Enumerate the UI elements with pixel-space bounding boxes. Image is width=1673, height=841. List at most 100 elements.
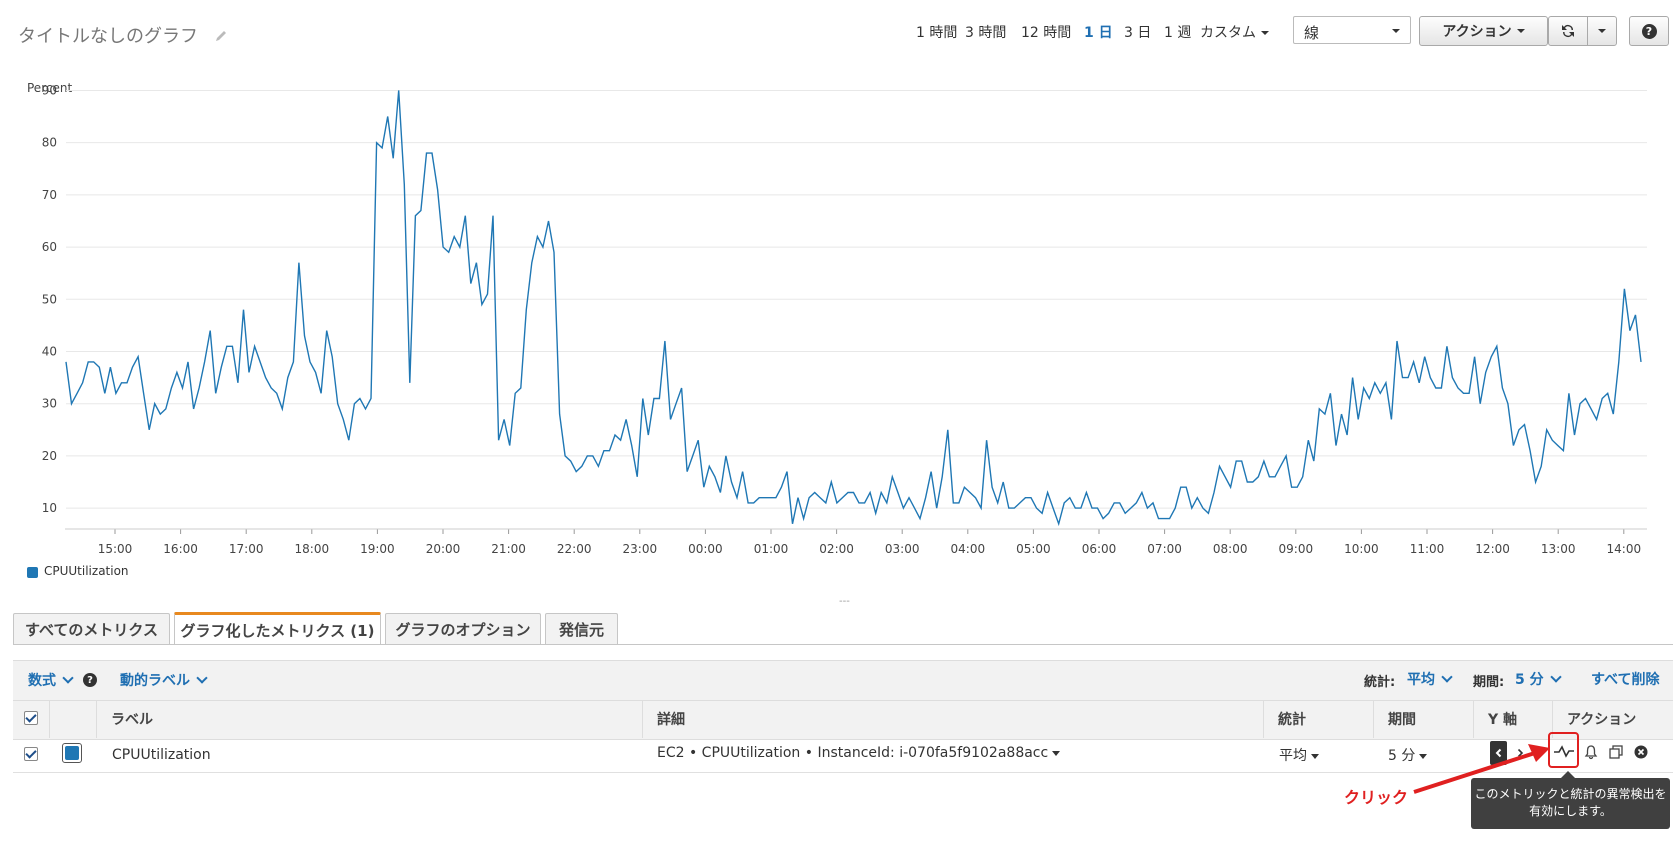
help-icon[interactable]: ? bbox=[83, 673, 97, 687]
x-tick-label: 09:00 bbox=[1279, 542, 1314, 556]
caret-down-icon bbox=[1052, 750, 1061, 756]
stat-label: 統計: bbox=[1364, 675, 1396, 690]
row-label[interactable]: CPUUtilization bbox=[112, 747, 211, 763]
alarm-button[interactable] bbox=[1581, 742, 1601, 762]
x-tick-label: 22:00 bbox=[557, 542, 592, 556]
legend-label: CPUUtilization bbox=[44, 564, 129, 578]
tab-source[interactable]: 発信元 bbox=[545, 613, 618, 644]
period-value: 5 分 bbox=[1515, 672, 1544, 688]
range-1h[interactable]: 1 時間 bbox=[916, 25, 958, 41]
x-tick-label: 21:00 bbox=[491, 542, 526, 556]
series-line-cpuutilization bbox=[65, 90, 1642, 527]
y-tick-label: 70 bbox=[42, 188, 57, 202]
caret-down-icon bbox=[1392, 29, 1400, 33]
caret-down-icon bbox=[1598, 29, 1606, 33]
metrics-toolbar bbox=[13, 660, 1673, 701]
math-dropdown[interactable]: 数式 bbox=[28, 670, 74, 690]
row-checkbox[interactable] bbox=[24, 747, 38, 761]
column-header-actions: アクション bbox=[1567, 712, 1637, 728]
refresh-icon bbox=[1562, 25, 1574, 37]
remove-metric-button[interactable] bbox=[1632, 743, 1650, 761]
x-tick-label: 18:00 bbox=[295, 542, 330, 556]
select-all-checkbox[interactable] bbox=[24, 711, 38, 725]
math-label: 数式 bbox=[28, 673, 56, 689]
range-3h[interactable]: 3 時間 bbox=[965, 25, 1007, 41]
tooltip-arrow bbox=[1561, 771, 1575, 778]
y-axis-left-button[interactable] bbox=[1490, 741, 1507, 765]
x-tick-label: 05:00 bbox=[1016, 542, 1051, 556]
period-label: 期間: bbox=[1473, 675, 1505, 690]
graph-type-value: 線 bbox=[1304, 24, 1320, 42]
anomaly-detection-button[interactable] bbox=[1552, 741, 1576, 761]
chevron-down-icon bbox=[1549, 671, 1562, 683]
x-tick-label: 04:00 bbox=[951, 542, 986, 556]
y-axis-label: Percent bbox=[27, 81, 72, 95]
column-header-details[interactable]: 詳細 bbox=[657, 712, 685, 728]
chevron-down-icon bbox=[196, 672, 208, 684]
x-tick-label: 01:00 bbox=[754, 542, 789, 556]
grid-lines bbox=[66, 89, 1647, 509]
color-swatch[interactable] bbox=[62, 743, 82, 763]
column-header-label[interactable]: ラベル bbox=[111, 712, 153, 728]
x-tick-label: 23:00 bbox=[623, 542, 658, 556]
stat-dropdown[interactable]: 平均 bbox=[1407, 669, 1453, 689]
remove-all-button[interactable]: すべて削除 bbox=[1591, 672, 1660, 688]
x-tick-label: 00:00 bbox=[688, 542, 723, 556]
chevron-right-icon bbox=[1517, 748, 1523, 758]
x-tick-label: 14:00 bbox=[1607, 542, 1642, 556]
x-tick-label: 12:00 bbox=[1475, 542, 1510, 556]
annotation-arrow-icon bbox=[1413, 744, 1550, 794]
table-row bbox=[13, 739, 1673, 773]
y-axis-right-button[interactable] bbox=[1511, 741, 1528, 765]
row-period-dropdown[interactable]: 5 分 bbox=[1388, 745, 1428, 765]
pencil-icon[interactable] bbox=[213, 28, 229, 44]
tab-graphed-metrics[interactable]: グラフ化したメトリクス (1) bbox=[174, 612, 381, 645]
table-header bbox=[13, 700, 1673, 740]
range-custom[interactable]: カスタム bbox=[1200, 22, 1269, 42]
x-tick-label: 19:00 bbox=[360, 542, 395, 556]
actions-label: アクション bbox=[1442, 24, 1512, 40]
y-tick-label: 40 bbox=[42, 344, 57, 358]
bell-icon bbox=[1584, 745, 1598, 760]
custom-label: カスタム bbox=[1200, 25, 1256, 41]
y-axis-ticks: 10 20 30 40 50 60 70 80 90 bbox=[42, 83, 57, 515]
x-tick-label: 11:00 bbox=[1410, 542, 1445, 556]
row-stat-dropdown[interactable]: 平均 bbox=[1279, 745, 1319, 765]
x-axis-ticks: 15:00 16:00 17:00 18:00 19:00 20:00 21:00 22:00… bbox=[98, 529, 1641, 556]
x-tick-label: 20:00 bbox=[426, 542, 461, 556]
resize-handle[interactable]: --- bbox=[839, 596, 850, 607]
x-tick-label: 08:00 bbox=[1213, 542, 1248, 556]
range-1w[interactable]: 1 週 bbox=[1164, 25, 1192, 41]
y-tick-label: 60 bbox=[42, 240, 57, 254]
period-dropdown[interactable]: 5 分 bbox=[1515, 669, 1562, 689]
y-tick-label: 90 bbox=[42, 83, 57, 97]
row-details[interactable]: EC2 • CPUUtilization • InstanceId: i-070… bbox=[657, 745, 1061, 761]
actions-button[interactable]: アクション bbox=[1419, 16, 1548, 46]
refresh-button[interactable] bbox=[1548, 16, 1588, 46]
column-header-stat[interactable]: 統計 bbox=[1278, 712, 1306, 728]
chevron-left-icon bbox=[1495, 748, 1501, 758]
duplicate-button[interactable] bbox=[1606, 742, 1626, 762]
legend-swatch bbox=[27, 567, 38, 578]
color-swatch-fill bbox=[65, 746, 79, 760]
tab-all-metrics[interactable]: すべてのメトリクス bbox=[13, 613, 170, 644]
y-tick-label: 10 bbox=[42, 501, 57, 515]
graph-type-select[interactable]: 線 bbox=[1293, 16, 1411, 44]
tab-graph-options[interactable]: グラフのオプション bbox=[385, 613, 541, 644]
y-tick-label: 20 bbox=[42, 449, 57, 463]
help-button[interactable]: ? bbox=[1629, 16, 1669, 46]
column-header-period[interactable]: 期間 bbox=[1388, 712, 1416, 728]
range-3d[interactable]: 3 日 bbox=[1124, 25, 1152, 41]
x-tick-label: 02:00 bbox=[819, 542, 854, 556]
dynamic-label: 動的ラベル bbox=[120, 673, 190, 689]
dynamic-label-dropdown[interactable]: 動的ラベル bbox=[120, 670, 208, 690]
x-tick-label: 13:00 bbox=[1541, 542, 1576, 556]
range-1d[interactable]: 1 日 bbox=[1084, 25, 1113, 41]
refresh-options-button[interactable] bbox=[1587, 16, 1617, 46]
line-chart: Percent 10 20 30 40 50 60 70 80 90 15:00 16:00 17:… bbox=[27, 81, 1647, 556]
close-circle-icon bbox=[1634, 745, 1648, 759]
range-12h[interactable]: 12 時間 bbox=[1021, 25, 1072, 41]
copy-icon bbox=[1609, 745, 1623, 759]
x-tick-label: 16:00 bbox=[163, 542, 198, 556]
column-header-y-axis[interactable]: Y 軸 bbox=[1488, 712, 1518, 728]
